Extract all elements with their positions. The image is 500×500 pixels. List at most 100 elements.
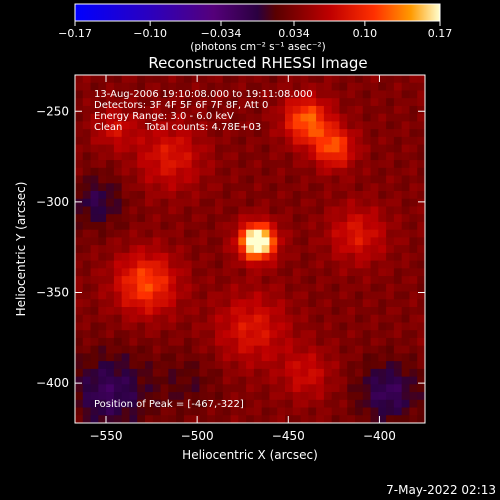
heatmap-pixel bbox=[261, 361, 270, 370]
heatmap-pixel bbox=[230, 175, 239, 184]
heatmap-pixel bbox=[215, 175, 224, 184]
heatmap-pixel bbox=[347, 136, 356, 145]
heatmap-pixel bbox=[199, 245, 208, 254]
heatmap-pixel bbox=[82, 353, 91, 362]
heatmap-pixel bbox=[121, 260, 130, 269]
heatmap-pixel bbox=[75, 152, 84, 161]
heatmap-pixel bbox=[222, 368, 231, 377]
heatmap-pixel bbox=[191, 98, 200, 107]
heatmap-pixel bbox=[323, 376, 333, 385]
heatmap-pixel bbox=[230, 260, 239, 269]
heatmap-pixel bbox=[323, 307, 333, 316]
heatmap-pixel bbox=[409, 229, 418, 238]
heatmap-pixel bbox=[253, 198, 263, 207]
heatmap-pixel bbox=[300, 252, 309, 261]
heatmap-pixel bbox=[199, 98, 208, 107]
heatmap-pixel bbox=[168, 415, 177, 424]
heatmap-pixel bbox=[176, 75, 185, 84]
heatmap-pixel bbox=[152, 82, 161, 91]
heatmap-pixel bbox=[113, 345, 123, 354]
heatmap-pixel bbox=[323, 90, 333, 99]
heatmap-pixel bbox=[90, 368, 99, 377]
heatmap-pixel bbox=[316, 121, 325, 130]
heatmap-pixel bbox=[230, 214, 239, 223]
heatmap-pixel bbox=[238, 214, 247, 223]
heatmap-pixel bbox=[393, 337, 403, 347]
heatmap-pixel bbox=[378, 330, 387, 339]
heatmap-pixel bbox=[339, 384, 348, 393]
heatmap-pixel bbox=[113, 260, 123, 269]
heatmap-pixel bbox=[323, 337, 333, 347]
heatmap-pixel bbox=[323, 214, 333, 223]
heatmap-pixel bbox=[106, 337, 115, 347]
heatmap-pixel bbox=[82, 237, 91, 246]
heatmap-pixel bbox=[98, 198, 107, 207]
heatmap-pixel bbox=[129, 245, 138, 254]
heatmap-pixel bbox=[191, 353, 200, 362]
heatmap-pixel bbox=[215, 229, 224, 238]
heatmap-pixel bbox=[292, 98, 301, 107]
heatmap-pixel bbox=[152, 283, 161, 292]
heatmap-pixel bbox=[323, 415, 333, 424]
heatmap-pixel bbox=[168, 260, 177, 269]
heatmap-pixel bbox=[98, 229, 107, 238]
heatmap-pixel bbox=[292, 175, 301, 184]
heatmap-pixel bbox=[331, 221, 340, 231]
heatmap-pixel bbox=[393, 361, 403, 370]
heatmap-pixel bbox=[230, 291, 239, 300]
heatmap-pixel bbox=[129, 113, 138, 122]
heatmap-pixel bbox=[355, 252, 364, 261]
heatmap-pixel bbox=[222, 160, 231, 169]
heatmap-pixel bbox=[222, 121, 231, 130]
heatmap-pixel bbox=[207, 183, 216, 192]
heatmap-pixel bbox=[199, 105, 208, 115]
heatmap-pixel bbox=[370, 353, 379, 362]
heatmap-pixel bbox=[292, 160, 301, 169]
heatmap-pixel bbox=[215, 314, 224, 323]
heatmap-pixel bbox=[323, 330, 333, 339]
heatmap-pixel bbox=[331, 307, 340, 316]
heatmap-pixel bbox=[207, 392, 216, 401]
heatmap-pixel bbox=[285, 399, 294, 408]
heatmap-pixel bbox=[137, 353, 146, 362]
heatmap-pixel bbox=[417, 221, 426, 231]
heatmap-pixel bbox=[386, 191, 395, 200]
heatmap-pixel bbox=[98, 299, 107, 308]
heatmap-pixel bbox=[106, 314, 115, 323]
heatmap-pixel bbox=[238, 221, 247, 231]
heatmap-pixel bbox=[183, 407, 193, 416]
heatmap-pixel bbox=[230, 322, 239, 331]
heatmap-pixel bbox=[152, 175, 161, 184]
heatmap-pixel bbox=[152, 299, 161, 308]
heatmap-pixel bbox=[386, 353, 395, 362]
heatmap-pixel bbox=[160, 307, 169, 316]
heatmap-pixel bbox=[191, 376, 200, 385]
heatmap-pixel bbox=[246, 399, 255, 408]
heatmap-pixel bbox=[145, 376, 154, 385]
heatmap-pixel bbox=[386, 98, 395, 107]
heatmap-pixel bbox=[168, 113, 177, 122]
heatmap-pixel bbox=[215, 191, 224, 200]
heatmap-pixel bbox=[362, 121, 371, 130]
heatmap-pixel bbox=[207, 167, 216, 176]
heatmap-pixel bbox=[106, 345, 115, 354]
heatmap-pixel bbox=[347, 198, 356, 207]
heatmap-pixel bbox=[98, 330, 107, 339]
heatmap-pixel bbox=[145, 407, 154, 416]
heatmap-pixel bbox=[176, 314, 185, 323]
heatmap-pixel bbox=[145, 245, 154, 254]
heatmap-pixel bbox=[90, 214, 99, 223]
heatmap-pixel bbox=[308, 136, 317, 145]
heatmap-pixel bbox=[106, 415, 115, 424]
heatmap-pixel bbox=[145, 415, 154, 424]
heatmap-pixel bbox=[246, 121, 255, 130]
heatmap-pixel bbox=[137, 167, 146, 176]
heatmap-pixel bbox=[308, 399, 317, 408]
colorbar-tick-label: 0.10 bbox=[353, 27, 378, 40]
heatmap-pixel bbox=[277, 268, 286, 277]
heatmap-pixel bbox=[215, 361, 224, 370]
heatmap-pixel bbox=[168, 353, 177, 362]
heatmap-pixel bbox=[215, 237, 224, 246]
y-tick-label: −300 bbox=[36, 195, 69, 209]
heatmap-pixel bbox=[409, 407, 418, 416]
